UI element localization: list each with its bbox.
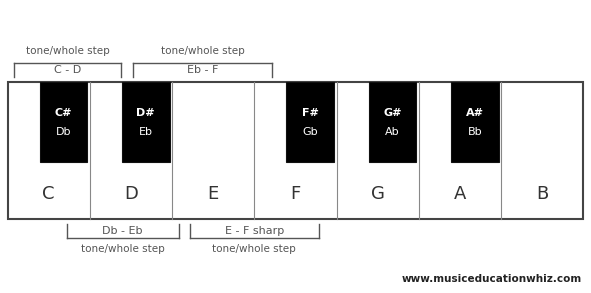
Text: A#: A# xyxy=(466,108,484,118)
Text: C: C xyxy=(43,185,55,202)
Bar xyxy=(287,82,334,161)
Text: Bb: Bb xyxy=(467,127,482,137)
Text: tone/whole step: tone/whole step xyxy=(81,243,165,253)
Text: Db - Eb: Db - Eb xyxy=(102,226,143,236)
Bar xyxy=(8,82,583,219)
Text: D#: D# xyxy=(137,108,155,118)
Text: G#: G# xyxy=(384,108,402,118)
Text: C#: C# xyxy=(55,108,72,118)
Text: G: G xyxy=(371,185,385,202)
Bar xyxy=(369,82,417,161)
Text: B: B xyxy=(536,185,548,202)
Text: D: D xyxy=(124,185,138,202)
Text: tone/whole step: tone/whole step xyxy=(161,46,245,56)
Text: C - D: C - D xyxy=(54,65,81,75)
Text: Db: Db xyxy=(56,127,72,137)
Text: Ab: Ab xyxy=(385,127,400,137)
Text: Eb - F: Eb - F xyxy=(187,65,219,75)
Text: www.musiceducationwhiz.com: www.musiceducationwhiz.com xyxy=(401,274,582,284)
Text: A: A xyxy=(454,185,466,202)
Text: F: F xyxy=(290,185,301,202)
Text: F#: F# xyxy=(302,108,319,118)
Bar xyxy=(451,82,499,161)
Text: tone/whole step: tone/whole step xyxy=(213,243,296,253)
Text: E - F sharp: E - F sharp xyxy=(225,226,284,236)
Text: Eb: Eb xyxy=(139,127,152,137)
Text: tone/whole step: tone/whole step xyxy=(26,46,109,56)
Bar xyxy=(40,82,87,161)
Text: Gb: Gb xyxy=(303,127,318,137)
Bar xyxy=(122,82,170,161)
Text: E: E xyxy=(207,185,219,202)
